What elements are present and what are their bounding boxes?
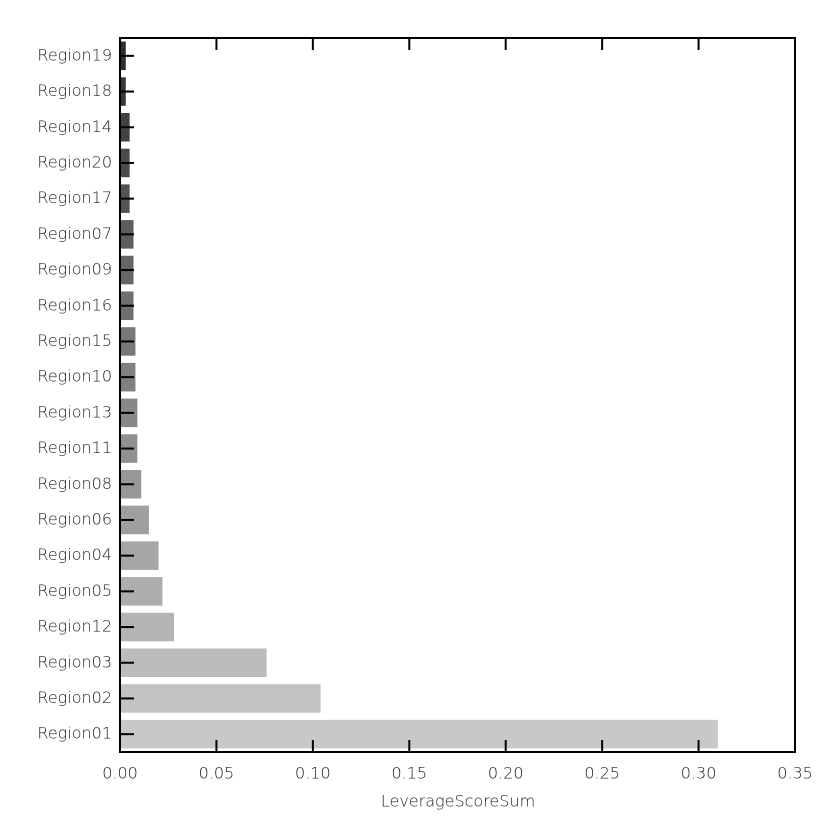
x-tick-label: 0.05 bbox=[199, 764, 235, 783]
y-tick-label: Region06 bbox=[37, 509, 112, 528]
x-tick-label: 0.20 bbox=[488, 764, 524, 783]
y-tick-label: Region15 bbox=[37, 331, 112, 350]
y-tick-label: Region17 bbox=[37, 188, 112, 207]
x-tick-label: 0.25 bbox=[584, 764, 620, 783]
y-tick-label: Region20 bbox=[37, 152, 112, 171]
bar bbox=[120, 719, 718, 749]
x-tick-label: 0.00 bbox=[102, 764, 138, 783]
y-tick-label: Region16 bbox=[37, 295, 112, 314]
bar bbox=[120, 684, 321, 713]
y-tick-label: Region14 bbox=[37, 117, 112, 136]
plot-frame bbox=[119, 37, 796, 753]
y-tick-label: Region03 bbox=[37, 652, 112, 671]
y-tick-label: Region10 bbox=[37, 367, 112, 386]
y-tick-label: Region09 bbox=[37, 260, 112, 279]
y-tick-label: Region04 bbox=[37, 545, 112, 564]
y-tick-label: Region07 bbox=[37, 224, 112, 243]
bar bbox=[120, 648, 267, 678]
x-tick-label: 0.35 bbox=[777, 764, 813, 783]
y-tick-label: Region05 bbox=[37, 581, 112, 600]
x-tick-label: 0.15 bbox=[391, 764, 427, 783]
x-tick-label: 0.10 bbox=[295, 764, 331, 783]
y-tick-label: Region19 bbox=[37, 45, 112, 64]
y-tick-label: Region18 bbox=[37, 81, 112, 100]
x-tick-label: 0.30 bbox=[681, 764, 717, 783]
y-tick-label: Region01 bbox=[37, 724, 112, 743]
y-tick-label: Region12 bbox=[37, 617, 112, 636]
y-tick-label: Region02 bbox=[37, 688, 112, 707]
y-tick-label: Region11 bbox=[37, 438, 112, 457]
y-tick-label: Region13 bbox=[37, 402, 112, 421]
x-axis-label: LeverageScoreSum bbox=[381, 792, 535, 811]
y-tick-label: Region08 bbox=[37, 474, 112, 493]
